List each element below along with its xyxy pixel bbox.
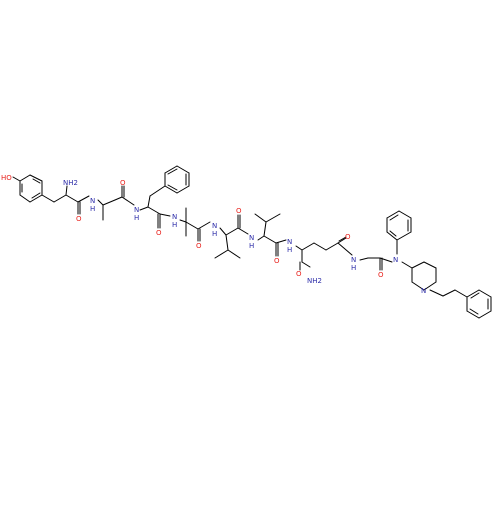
atom-label: H (249, 242, 254, 250)
atom-label: O (274, 257, 280, 265)
atom-label: N (393, 256, 398, 264)
atom-label: O (120, 179, 126, 187)
phenol-ring (19, 174, 43, 203)
alanine-residue (97, 185, 135, 221)
glutamine-residue (295, 236, 353, 271)
phenylalanine-residue (139, 185, 171, 229)
atom-label: H (134, 214, 139, 222)
atom-label: N (287, 238, 292, 246)
valine-residue-2 (254, 213, 287, 257)
glycine-linker (359, 257, 393, 271)
atom-label: H (212, 230, 217, 238)
atom-label: O (76, 215, 82, 223)
atom-label: N (421, 287, 426, 295)
atom-label: N (212, 222, 217, 230)
phenyl-ring-2 (386, 210, 412, 255)
atom-label: NH2 (307, 277, 322, 285)
atom-label: NH2 (63, 179, 78, 187)
atom-label: O (296, 270, 302, 278)
atom-label: O (236, 207, 242, 215)
atom-label: H (287, 246, 292, 254)
atom-label: H (172, 221, 177, 229)
aib-residue (179, 207, 211, 242)
atom-label: O (196, 242, 202, 250)
atom-label: N (249, 234, 254, 242)
atom-label: O (156, 229, 162, 237)
atom-label: O (345, 233, 351, 241)
phenethyl-chain (429, 289, 468, 298)
atom-label: N (172, 213, 177, 221)
tyrosine-backbone (41, 185, 90, 215)
atom-labels: HO NH2 O N H O N H O N H O N H O N H O N… (1, 174, 426, 295)
atom-label: N (351, 256, 356, 264)
atom-label: N (90, 197, 95, 205)
atom-label: O (378, 271, 384, 279)
atom-label: N (134, 206, 139, 214)
atom-label: H (90, 205, 95, 213)
piperidine-ring (401, 261, 437, 291)
valine-residue-1 (214, 214, 249, 259)
phenyl-ring-1 (164, 165, 190, 194)
phenyl-ring-3 (466, 289, 492, 319)
hydroxyl-bond (12, 176, 21, 182)
atom-label: HO (1, 174, 12, 182)
atom-label: H (351, 264, 356, 272)
